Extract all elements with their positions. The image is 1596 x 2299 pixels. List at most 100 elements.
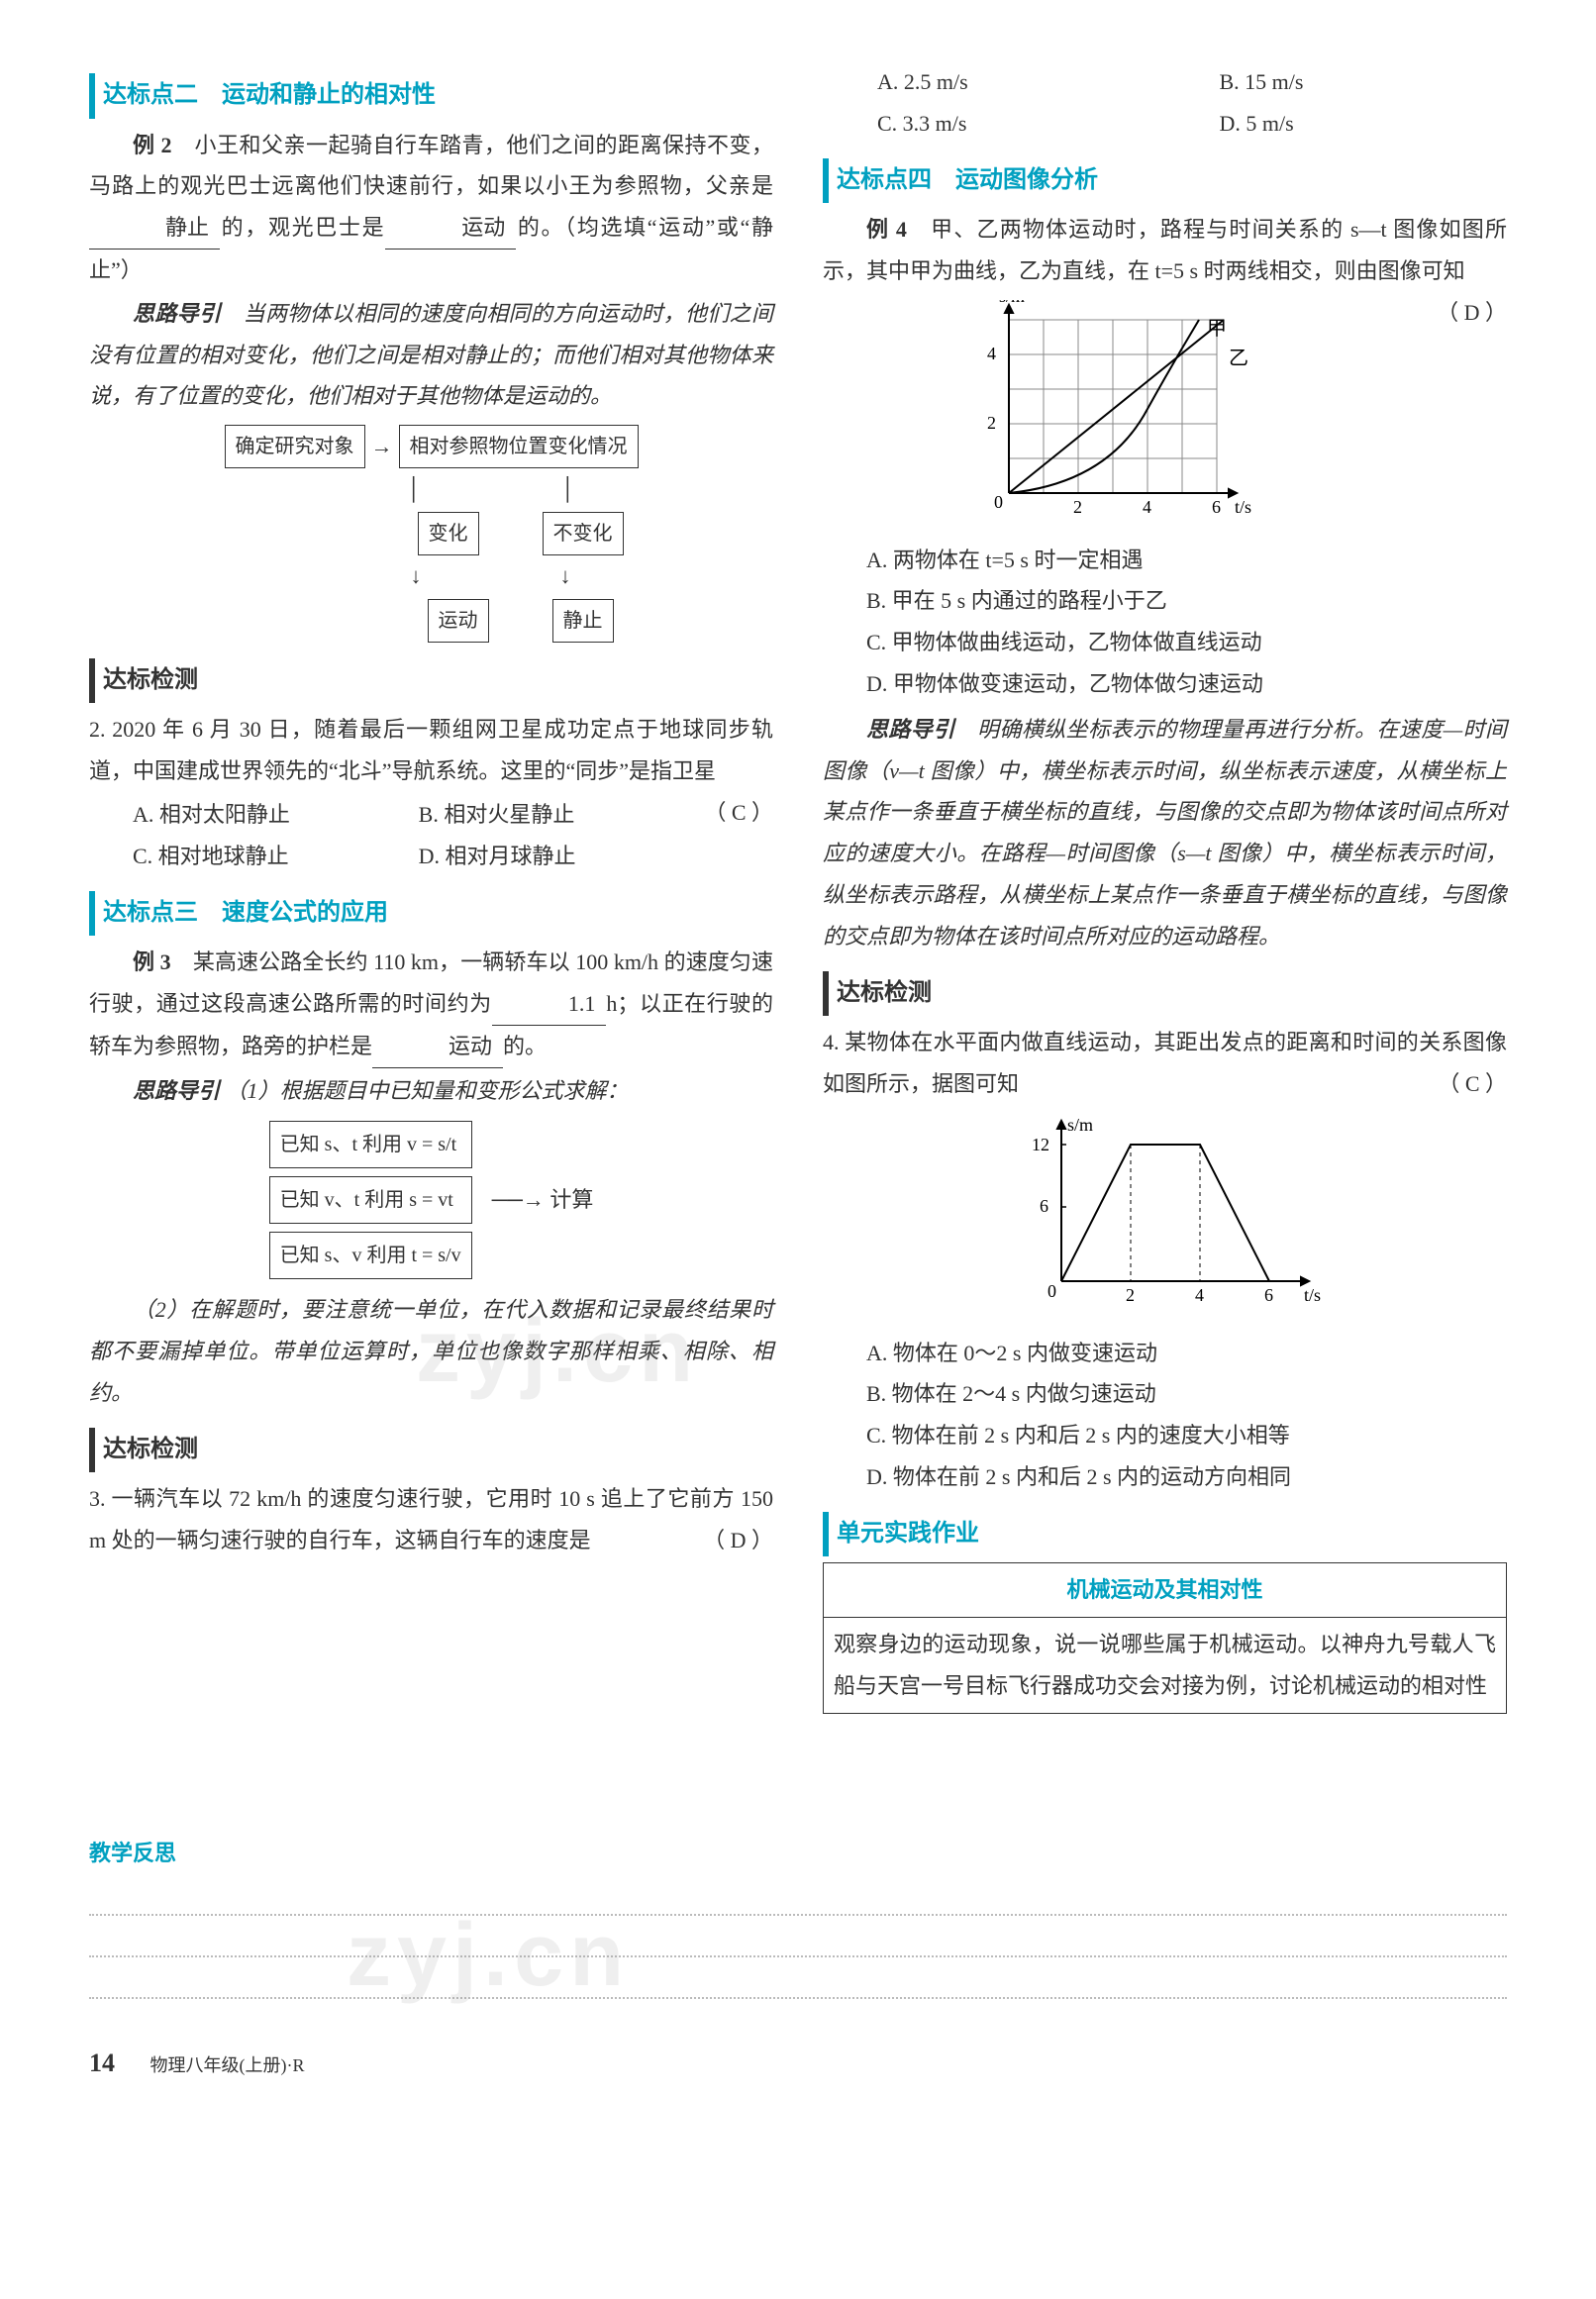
arrow-right-icon: → xyxy=(371,426,393,467)
page-number: 14 xyxy=(89,2049,115,2077)
check-title-1: 达标检测 xyxy=(89,658,773,704)
section4-title: 达标点四 运动图像分析 xyxy=(823,158,1507,204)
svg-text:6: 6 xyxy=(1040,1196,1048,1216)
q4-text: 4. 某物体在水平面内做直线运动，其距出发点的距离和时间的关系图像如图所示，据图… xyxy=(823,1022,1507,1105)
dotted-line xyxy=(89,1963,1507,1999)
example3-guide2: （2）在解题时，要注意统一单位，在代入数据和记录最终结果时都不要漏掉单位。带单位… xyxy=(89,1289,773,1413)
example4-label: 例 4 xyxy=(866,217,907,242)
ex2-blank2: 运动 xyxy=(385,207,516,250)
example3-para: 例 3 某高速公路全长约 110 km，一辆轿车以 100 km/h 的速度匀速… xyxy=(89,942,773,1067)
homework-title: 单元实践作业 xyxy=(823,1512,1507,1557)
svg-text:2: 2 xyxy=(1073,497,1082,517)
svg-text:甲: 甲 xyxy=(1207,318,1227,340)
ex4-opt-a: A. 两物体在 t=5 s 时一定相遇 xyxy=(866,540,1507,581)
flow-box-c: 变化 xyxy=(418,512,479,555)
guide-label: 思路导引 xyxy=(133,301,221,326)
page-subject: 物理八年级(上册)·R xyxy=(150,2055,305,2075)
check-title-3: 达标检测 xyxy=(823,971,1507,1017)
flow-box-d: 不变化 xyxy=(543,512,624,555)
q2-opt-d: D. 相对月球静止 xyxy=(419,836,705,877)
svg-text:乙: 乙 xyxy=(1229,348,1248,369)
section3-title: 达标点三 速度公式的应用 xyxy=(89,891,773,937)
q2-text: 2. 2020 年 6 月 30 日，随着最后一颗组网卫星成功定点于地球同步轨道… xyxy=(89,709,773,792)
q4-opt-c: C. 物体在前 2 s 内和后 2 s 内的速度大小相等 xyxy=(866,1415,1507,1456)
svg-text:4: 4 xyxy=(987,344,996,363)
ex4-opt-c: C. 甲物体做曲线运动，乙物体做直线运动 xyxy=(866,622,1507,663)
arrow-down-icon: ↓ xyxy=(411,555,422,597)
q3-opt-b: B. 15 m/s xyxy=(1165,61,1508,103)
svg-text:s/m: s/m xyxy=(999,300,1025,306)
example4-guide: 思路导引 明确横纵坐标表示的物理量再进行分析。在速度—时间图像（v—t 图像）中… xyxy=(823,709,1507,957)
arrow-down-icon: │ xyxy=(406,468,422,510)
q3-opt-d: D. 5 m/s xyxy=(1165,103,1508,145)
ex4-answer: （ D ） xyxy=(1393,292,1507,334)
dotted-line xyxy=(89,1880,1507,1916)
example3-label: 例 3 xyxy=(133,950,171,974)
q2-opt-b: B. 相对火星静止 xyxy=(419,794,705,836)
svg-text:6: 6 xyxy=(1264,1285,1273,1305)
guide-label-3: 思路导引 xyxy=(133,1078,220,1103)
homework-table: 机械运动及其相对性 观察身边的运动现象，说一说哪些属于机械运动。以神舟九号载人飞… xyxy=(823,1562,1507,1713)
reflect-title: 教学反思 xyxy=(89,1841,176,1865)
arrow-down-icon: │ xyxy=(560,468,576,510)
q4-opt-a: A. 物体在 0～2 s 内做变速运动 xyxy=(866,1333,1507,1374)
right-column: A. 2.5 m/s B. 15 m/s C. 3.3 m/s D. 5 m/s… xyxy=(823,59,1507,1714)
q3-options: A. 2.5 m/s B. 15 m/s C. 3.3 m/s D. 5 m/s xyxy=(823,61,1507,145)
footer: 教学反思 14 物理八年级(上册)·R xyxy=(89,1833,1507,2087)
svg-text:4: 4 xyxy=(1143,497,1151,517)
q4-options: A. 物体在 0～2 s 内做变速运动 B. 物体在 2～4 s 内做匀速运动 … xyxy=(866,1333,1507,1498)
hw-body: 观察身边的运动现象，说一说哪些属于机械运动。以神舟九号载人飞船与天宫一号目标飞行… xyxy=(824,1618,1507,1714)
ex4-opt-d: D. 甲物体做变速运动，乙物体做匀速运动 xyxy=(866,663,1507,705)
svg-text:2: 2 xyxy=(987,413,996,433)
q3-text: 3. 一辆汽车以 72 km/h 的速度匀速行驶，它用时 10 s 追上了它前方… xyxy=(89,1478,773,1561)
chart-1: 2 4 0 2 4 6 t/s s/m 甲 乙 xyxy=(823,300,1507,532)
dotted-line xyxy=(89,1922,1507,1957)
ex3-blank1: 1.1 xyxy=(492,983,607,1026)
formula-side: ──→ 计算 xyxy=(492,1179,594,1221)
svg-text:0: 0 xyxy=(1047,1281,1056,1301)
svg-text:0: 0 xyxy=(994,492,1003,512)
q3-opt-c: C. 3.3 m/s xyxy=(823,103,1165,145)
svg-text:t/s: t/s xyxy=(1304,1285,1321,1305)
example2-label: 例 2 xyxy=(133,133,172,157)
svg-text:12: 12 xyxy=(1032,1135,1049,1154)
arrow-down-icon: ↓ xyxy=(560,555,571,597)
ex3-blank2: 运动 xyxy=(372,1026,503,1068)
q2-opt-c: C. 相对地球静止 xyxy=(133,836,419,877)
q2-options: A. 相对太阳静止 B. 相对火星静止 C. 相对地球静止 D. 相对月球静止 xyxy=(133,794,704,877)
q2-opt-a: A. 相对太阳静止 xyxy=(133,794,419,836)
chart-2: 6 12 2 4 6 t/s s/m 0 xyxy=(823,1113,1507,1325)
arrow-right-icon: ──→ xyxy=(492,1187,545,1212)
formula-1: 已知 s、t 利用 v = s/t xyxy=(269,1121,472,1168)
section2-title: 达标点二 运动和静止的相对性 xyxy=(89,73,773,119)
ex4-options: A. 两物体在 t=5 s 时一定相遇 B. 甲在 5 s 内通过的路程小于乙 … xyxy=(866,540,1507,705)
flow-box-f: 静止 xyxy=(552,599,614,643)
svg-text:2: 2 xyxy=(1126,1285,1135,1305)
check-title-2: 达标检测 xyxy=(89,1428,773,1473)
q3-answer: （ D ） xyxy=(703,1520,773,1561)
example3-guide1: 思路导引 （1）根据题目中已知量和变形公式求解： xyxy=(89,1070,773,1112)
example2-para: 例 2 小王和父亲一起骑自行车踏青，他们之间的距离保持不变，马路上的观光巴士远离… xyxy=(89,125,773,291)
formula-3: 已知 s、v 利用 t = s/v xyxy=(269,1232,472,1279)
svg-text:t/s: t/s xyxy=(1235,497,1251,517)
example4-para: 例 4 甲、乙两物体运动时，路程与时间关系的 s—t 图像如图所示，其中甲为曲线… xyxy=(823,209,1507,292)
ex2-blank1: 静止 xyxy=(89,207,220,250)
hw-header: 机械运动及其相对性 xyxy=(824,1563,1507,1618)
ex4-opt-b: B. 甲在 5 s 内通过的路程小于乙 xyxy=(866,580,1507,622)
svg-text:6: 6 xyxy=(1212,497,1221,517)
flow-box-e: 运动 xyxy=(428,599,489,643)
flow-box-b: 相对参照物位置变化情况 xyxy=(399,425,639,468)
q3-opt-a: A. 2.5 m/s xyxy=(823,61,1165,103)
flow-box-a: 确定研究对象 xyxy=(225,425,365,468)
q4-opt-b: B. 物体在 2～4 s 内做匀速运动 xyxy=(866,1373,1507,1415)
svg-text:s/m: s/m xyxy=(1067,1115,1093,1135)
flow-diagram: 确定研究对象 → 相对参照物位置变化情况 │ │ 变化 不变化 ↓ ↓ 运动 静… xyxy=(89,423,773,645)
guide-label-4: 思路导引 xyxy=(866,717,955,742)
svg-text:4: 4 xyxy=(1195,1285,1204,1305)
formula-2: 已知 v、t 利用 s = vt xyxy=(269,1176,472,1224)
example2-guide: 思路导引 当两物体以相同的速度向相同的方向运动时，他们之间没有位置的相对变化，他… xyxy=(89,293,773,417)
q2-answer: （ C ） xyxy=(704,792,773,834)
q4-opt-d: D. 物体在前 2 s 内和后 2 s 内的运动方向相同 xyxy=(866,1456,1507,1498)
formula-diagram: 已知 s、t 利用 v = s/t 已知 v、t 利用 s = vt 已知 s、… xyxy=(89,1117,773,1283)
q4-answer: （ C ） xyxy=(1438,1063,1507,1105)
